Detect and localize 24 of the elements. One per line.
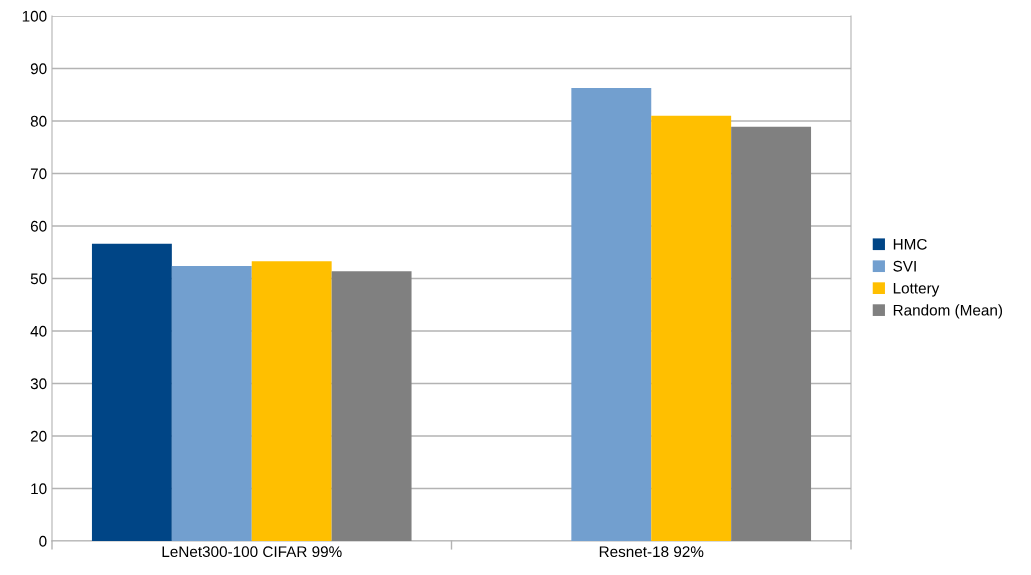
y-tick-label: 90 [30,63,47,75]
y-tick-label: 70 [30,168,47,180]
bar [91,243,172,541]
legend-label: Random (Mean) [893,304,1003,319]
y-tick-label: 80 [30,115,47,127]
x-tick-label: LeNet300-100 CIFAR 99% [162,546,342,558]
y-tick-label: 0 [39,535,47,547]
bar [731,126,812,541]
y-tick-label: 50 [30,273,47,285]
bar [571,87,652,541]
legend-label: Lottery [893,282,940,297]
legend-label: SVI [893,260,916,272]
y-tick-label: 60 [30,220,47,232]
x-tick-label: Resnet-18 92% [599,546,704,558]
y-tick-label: 40 [30,325,47,337]
bar [251,261,332,541]
y-tick-label: 20 [30,430,47,442]
bar [651,115,732,541]
bar [331,271,412,541]
y-tick-label: 10 [31,483,47,495]
bar [171,265,252,541]
y-tick-label: 30 [30,378,47,390]
legend-label: HMC [893,238,927,250]
y-tick-label: 100 [22,10,47,22]
